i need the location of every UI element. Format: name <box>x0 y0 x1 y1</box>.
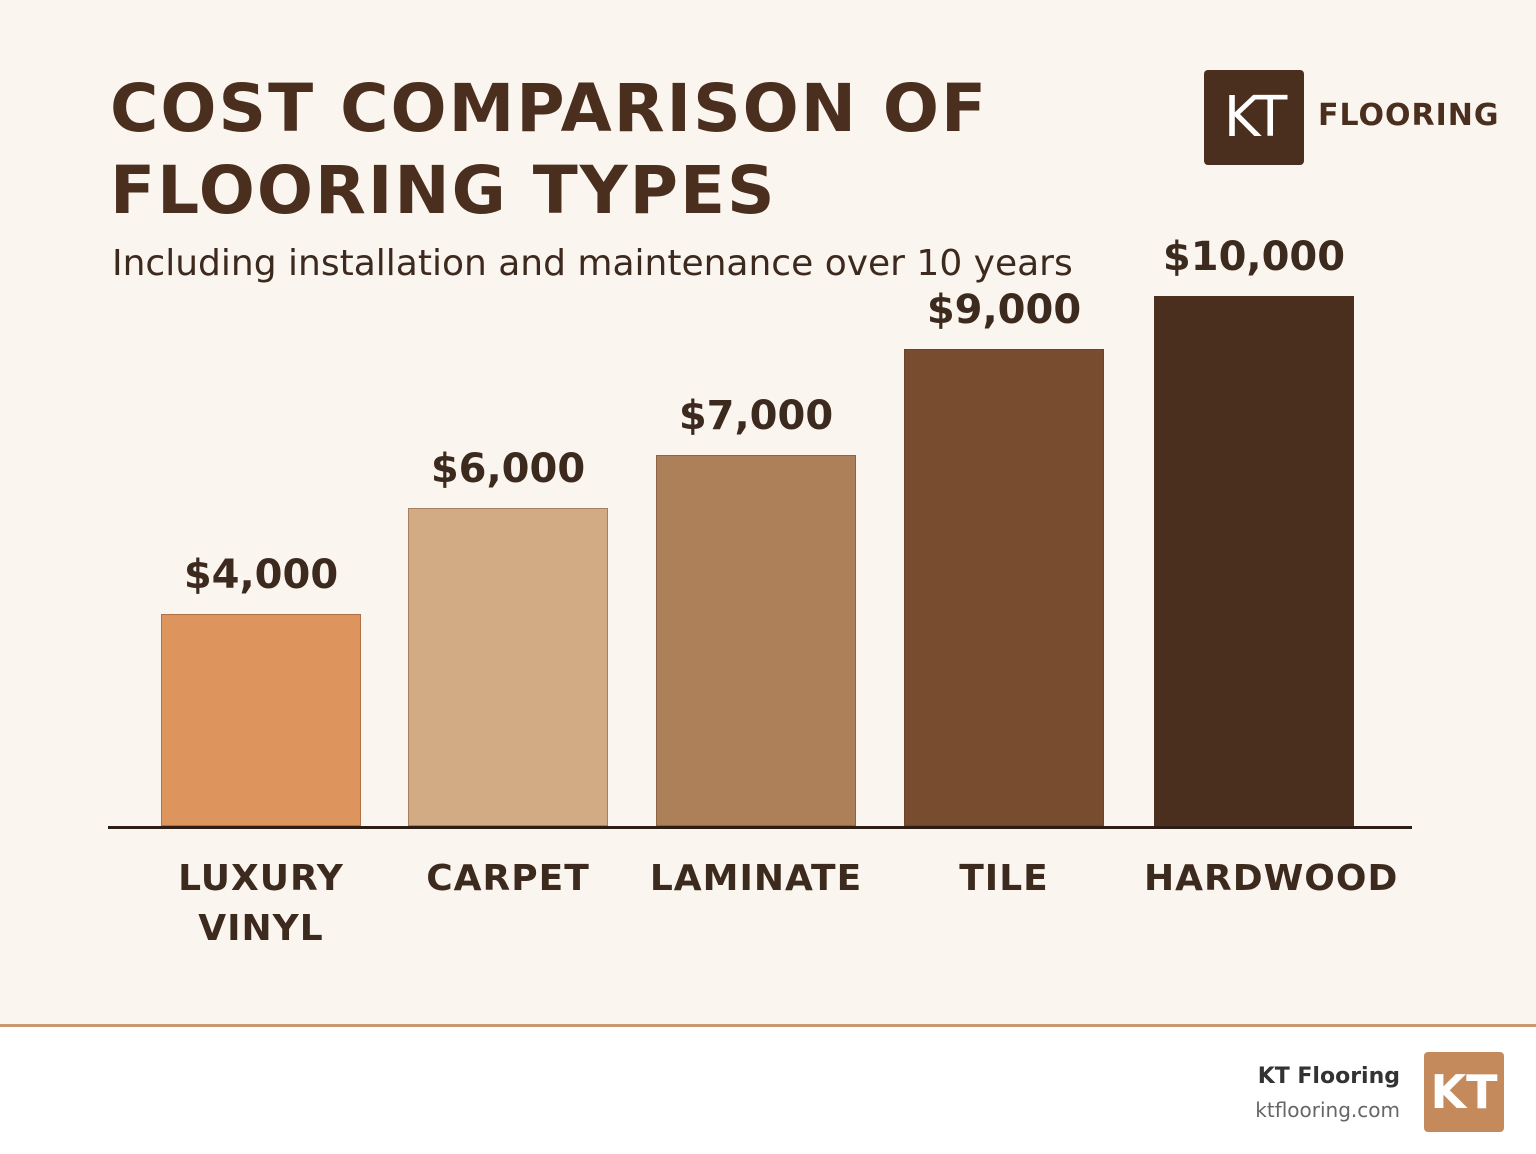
x-tick-label: TILE <box>959 858 1049 899</box>
chart-title: COST COMPARISON OF FLOORING TYPES <box>110 70 989 229</box>
bar <box>904 349 1104 826</box>
x-axis <box>108 826 1412 829</box>
logo-text: FLOORING <box>1318 98 1500 133</box>
footer-logo: KT <box>1424 1052 1504 1132</box>
bar <box>408 508 608 826</box>
x-tick-label: CARPET <box>426 858 590 899</box>
value-label: $10,000 <box>1162 234 1346 280</box>
bar <box>656 455 856 826</box>
value-label: $4,000 <box>183 552 339 598</box>
bar <box>1154 296 1354 826</box>
value-label: $9,000 <box>926 287 1082 333</box>
footer-url: ktflooring.com <box>1255 1098 1400 1122</box>
logo-mark: KT <box>1204 70 1304 165</box>
value-label: $6,000 <box>430 446 586 492</box>
x-tick-label: HARDWOOD <box>1144 858 1399 899</box>
bar <box>161 614 361 826</box>
footer-name: KT Flooring <box>1257 1064 1400 1089</box>
chart-subtitle: Including installation and maintenance o… <box>112 243 1073 284</box>
x-tick-label: LUXURY VINYL <box>178 858 344 949</box>
x-tick-label: LAMINATE <box>649 858 863 899</box>
value-label: $7,000 <box>678 393 834 439</box>
